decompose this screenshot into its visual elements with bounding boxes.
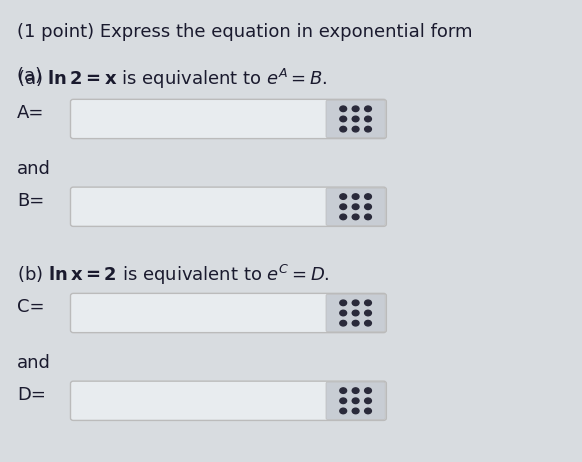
Circle shape	[352, 310, 359, 316]
Text: (1 point) Express the equation in exponential form: (1 point) Express the equation in expone…	[17, 23, 473, 41]
FancyBboxPatch shape	[326, 100, 385, 138]
Circle shape	[365, 321, 371, 326]
Text: B=: B=	[17, 192, 44, 210]
Circle shape	[340, 408, 347, 414]
Circle shape	[365, 388, 371, 394]
Text: (a): (a)	[17, 67, 48, 85]
Circle shape	[340, 106, 347, 112]
Circle shape	[365, 106, 371, 112]
Circle shape	[340, 300, 347, 306]
Circle shape	[340, 321, 347, 326]
Circle shape	[352, 116, 359, 122]
Circle shape	[352, 408, 359, 414]
FancyBboxPatch shape	[70, 99, 386, 139]
Text: C=: C=	[17, 298, 44, 316]
Circle shape	[352, 126, 359, 132]
FancyBboxPatch shape	[70, 381, 386, 420]
Circle shape	[340, 398, 347, 404]
Circle shape	[365, 116, 371, 122]
FancyBboxPatch shape	[326, 188, 385, 225]
Text: A=: A=	[17, 104, 44, 122]
Text: and: and	[17, 160, 51, 177]
Circle shape	[340, 204, 347, 210]
Circle shape	[365, 126, 371, 132]
Text: and: and	[17, 354, 51, 371]
Circle shape	[352, 106, 359, 112]
Circle shape	[340, 310, 347, 316]
FancyBboxPatch shape	[70, 187, 386, 226]
Circle shape	[365, 408, 371, 414]
Circle shape	[340, 116, 347, 122]
Text: D=: D=	[17, 386, 46, 404]
FancyBboxPatch shape	[326, 382, 385, 419]
Circle shape	[365, 214, 371, 220]
Circle shape	[352, 321, 359, 326]
Circle shape	[365, 398, 371, 404]
Circle shape	[340, 194, 347, 200]
Circle shape	[340, 126, 347, 132]
Text: (b) $\bf{ln}\,x = 2$ is equivalent to $e^{C} = D.$: (b) $\bf{ln}\,x = 2$ is equivalent to $e…	[17, 263, 329, 287]
FancyBboxPatch shape	[326, 294, 385, 332]
Circle shape	[352, 214, 359, 220]
Circle shape	[352, 388, 359, 394]
Circle shape	[365, 204, 371, 210]
Circle shape	[352, 300, 359, 306]
Circle shape	[340, 214, 347, 220]
FancyBboxPatch shape	[70, 293, 386, 333]
Circle shape	[340, 388, 347, 394]
Circle shape	[352, 398, 359, 404]
Circle shape	[352, 204, 359, 210]
Text: (a) $\bf{ln}\,2 = x$ is equivalent to $e^{A} = B.$: (a) $\bf{ln}\,2 = x$ is equivalent to $e…	[17, 67, 328, 91]
Circle shape	[365, 194, 371, 200]
Circle shape	[365, 310, 371, 316]
Circle shape	[365, 300, 371, 306]
Circle shape	[352, 194, 359, 200]
